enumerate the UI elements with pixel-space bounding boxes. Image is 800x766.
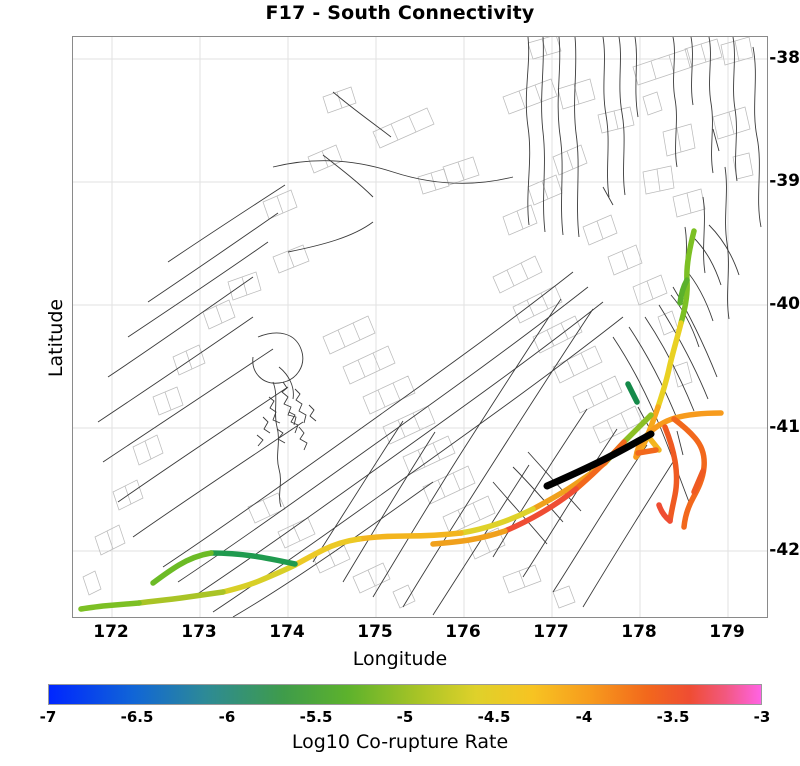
trace-clarence-dark-green [208, 550, 298, 567]
trace-alpine-yellow-green [136, 589, 226, 606]
trace-hikurangi-mid [655, 320, 684, 410]
ytick-label: -40 [769, 294, 800, 314]
colorbar-tick-label: -6 [218, 708, 236, 726]
rupture-plane-polygons [82, 37, 754, 609]
colorbar-label: Log10 Co-rupture Rate [291, 731, 509, 753]
trace-hikurangi-north [678, 228, 697, 326]
trace-wairau-yellow-b [292, 536, 362, 568]
xtick-label: 172 [93, 622, 129, 642]
colorbar-tick-label: -7 [39, 708, 57, 726]
trace-east-branch-1 [633, 410, 724, 460]
ytick-label: -42 [769, 540, 800, 560]
trace-clarence-green-link [150, 550, 214, 586]
trace-east-branch-3b [656, 502, 673, 524]
colorbar-tick-label: -3 [753, 708, 771, 726]
map-svg [73, 37, 767, 617]
ytick-label: -39 [769, 171, 800, 191]
trace-needles-stub [691, 468, 706, 495]
colorbar[interactable] [48, 684, 762, 705]
x-axis-label: Longitude [352, 648, 448, 670]
trace-wairau-yellow-a [458, 506, 536, 536]
xtick-label: 179 [709, 622, 745, 642]
connected-fault-traces [78, 228, 724, 612]
colorbar-tick-label: -6.5 [120, 708, 154, 726]
source-fault-f17 [543, 430, 655, 490]
xtick-label: 175 [357, 622, 393, 642]
xtick-label: 176 [445, 622, 481, 642]
colorbar-tick-label: -4.5 [477, 708, 511, 726]
trace-east-branch-3 [662, 424, 680, 524]
xtick-label: 173 [181, 622, 217, 642]
trace-short-dark-green-seg [625, 381, 640, 405]
ytick-label: -41 [769, 417, 800, 437]
colorbar-tick-label: -4 [575, 708, 593, 726]
trace-east-branch-2 [671, 416, 707, 530]
colorbar-tick-label: -3.5 [656, 708, 690, 726]
colorbar-tick-label: -5.5 [299, 708, 333, 726]
y-axis-label: Latitude [45, 298, 67, 378]
trace-hope-orange-b [430, 528, 508, 547]
ytick-label: -38 [769, 48, 800, 68]
trace-alpine-green [78, 600, 142, 612]
xtick-label: 178 [621, 622, 657, 642]
trace-wairau-orange [356, 530, 464, 542]
xtick-label: 174 [269, 622, 305, 642]
colorbar-tick-label: -5 [396, 708, 414, 726]
trace-hope-red [502, 486, 579, 534]
figure-title: F17 - South Connectivity [265, 2, 535, 24]
fault-traces [97, 37, 762, 617]
map-plot-area[interactable] [72, 36, 768, 618]
trace-short-link [635, 447, 659, 456]
trace-green-upper [677, 277, 690, 306]
xtick-label: 177 [533, 622, 569, 642]
trace-alpine-yellow [220, 562, 298, 595]
gridlines [73, 37, 767, 617]
